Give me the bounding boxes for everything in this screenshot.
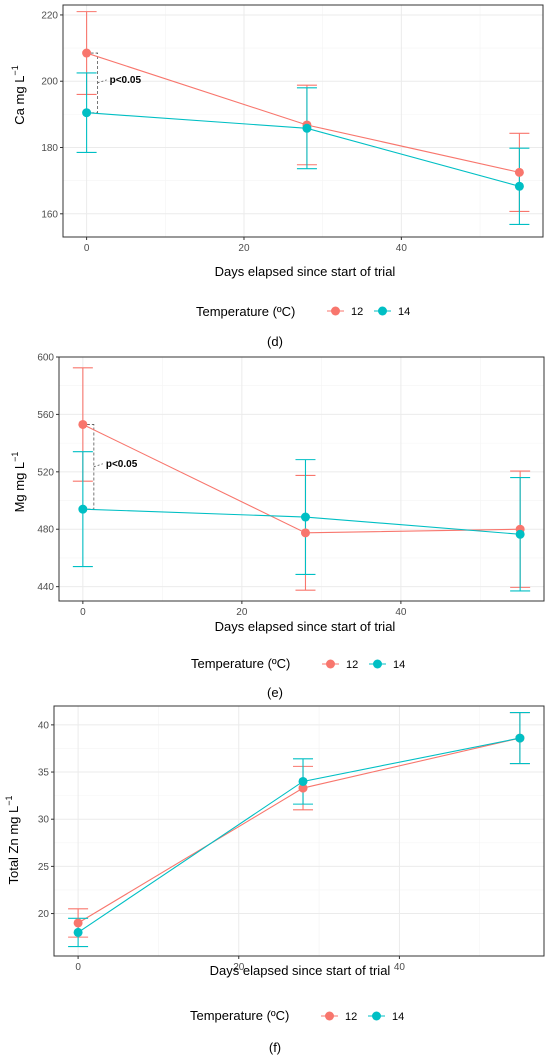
legend-key-dot-12 [326, 659, 335, 669]
legend-label-12: 12 [346, 659, 358, 671]
legend-key-dot-12 [331, 306, 340, 316]
panel-label-f: (f) [269, 1040, 281, 1055]
y-tick-label: 480 [37, 525, 54, 536]
data-point-12 [82, 48, 92, 58]
panel-ca: 0 20 40 160 180 200 220 p<0.05 Ca mg L−1 Days e… [10, 4, 544, 319]
legend-label-14: 14 [393, 659, 405, 671]
panel-zn-plot: 0 20 40 20 25 30 35 40 [38, 705, 545, 973]
series-line-14 [77, 737, 521, 933]
data-point-14 [515, 733, 525, 743]
series-line-12 [86, 52, 520, 173]
y-tick-label: 180 [41, 143, 58, 154]
data-point-14 [82, 108, 92, 118]
y-tick-label: 25 [38, 862, 50, 873]
significance-connector [97, 79, 107, 84]
legend-title: Temperature (ºC) [191, 656, 290, 671]
significance-label: p<0.05 [106, 459, 138, 470]
y-tick-label: 520 [37, 467, 54, 478]
legend-key-dot-12 [325, 1011, 334, 1021]
x-tick-label: 20 [236, 607, 248, 618]
data-point-14 [298, 776, 308, 786]
legend-label-12: 12 [351, 306, 363, 318]
legend-title: Temperature (ºC) [190, 1008, 289, 1023]
y-tick-label: 20 [38, 909, 50, 920]
y-tick-label: 200 [41, 77, 58, 88]
legend-key-dot-14 [372, 1011, 381, 1021]
x-tick-label: 0 [80, 607, 86, 618]
data-point-12 [298, 783, 308, 793]
panel-zn-ylabel: Total Zn mg L−1 [4, 795, 21, 884]
panel-zn: 0 20 40 20 25 30 35 40 Total Zn mg L−1 Days ela… [4, 705, 545, 1023]
legend-title: Temperature (ºC) [196, 304, 295, 319]
x-tick-label: 40 [395, 607, 407, 618]
significance-connector [93, 463, 103, 468]
panel-mg-legend: Temperature (ºC) 12 14 [191, 656, 405, 671]
data-point-14 [78, 504, 88, 514]
plot-frame [62, 4, 544, 238]
legend-key-dot-14 [373, 659, 382, 669]
data-point-14 [73, 927, 83, 937]
data-point-14 [302, 123, 312, 133]
data-point-12 [514, 167, 524, 177]
y-tick-label: 35 [38, 768, 50, 779]
x-tick-label: 20 [238, 243, 250, 254]
plot-frame [58, 356, 545, 602]
legend-label-14: 14 [392, 1011, 404, 1023]
y-tick-label: 440 [37, 582, 54, 593]
panel-ca-xlabel: Days elapsed since start of trial [215, 264, 396, 279]
panel-mg-plot: 0 20 40 440 480 520 560 600 p<0.05 [37, 353, 545, 618]
data-point-12 [73, 918, 83, 928]
panel-label-d: (d) [267, 334, 283, 349]
panel-zn-xlabel: Days elapsed since start of trial [210, 963, 391, 978]
panel-mg-xlabel: Days elapsed since start of trial [215, 619, 396, 634]
y-tick-label: 560 [37, 410, 54, 421]
significance-bracket [86, 424, 95, 510]
x-tick-label: 40 [396, 243, 408, 254]
y-tick-label: 220 [41, 10, 58, 21]
plot-frame [53, 705, 545, 957]
x-tick-label: 0 [84, 243, 90, 254]
significance-label: p<0.05 [110, 75, 142, 86]
y-tick-label: 30 [38, 815, 50, 826]
panel-ca-ylabel: Ca mg L−1 [10, 65, 27, 124]
y-tick-label: 600 [37, 353, 54, 364]
x-tick-label: 40 [394, 962, 406, 973]
x-tick-label: 20 [233, 962, 245, 973]
data-point-12 [300, 528, 310, 538]
panel-zn-legend: Temperature (ºC) 12 14 [190, 1008, 404, 1023]
panel-ca-plot: 0 20 40 160 180 200 220 p<0.05 [41, 4, 544, 254]
y-tick-label: 40 [38, 720, 50, 731]
series-line-12 [77, 737, 521, 924]
legend-key-dot-14 [378, 306, 387, 316]
y-tick-label: 160 [41, 209, 58, 220]
data-point-14 [514, 181, 524, 191]
significance-bracket [90, 52, 99, 114]
panel-mg: 0 20 40 440 480 520 560 600 p<0.05 Mg mg L−1 Day… [10, 353, 545, 671]
panel-ca-legend: Temperature (ºC) 12 14 [196, 304, 410, 319]
panel-label-e: (e) [267, 685, 283, 700]
legend-label-14: 14 [398, 306, 410, 318]
panel-mg-ylabel: Mg mg L−1 [10, 452, 27, 513]
data-point-14 [300, 512, 310, 522]
data-point-12 [78, 419, 88, 429]
data-point-14 [515, 529, 525, 539]
legend-label-12: 12 [345, 1011, 357, 1023]
x-tick-label: 0 [75, 962, 81, 973]
